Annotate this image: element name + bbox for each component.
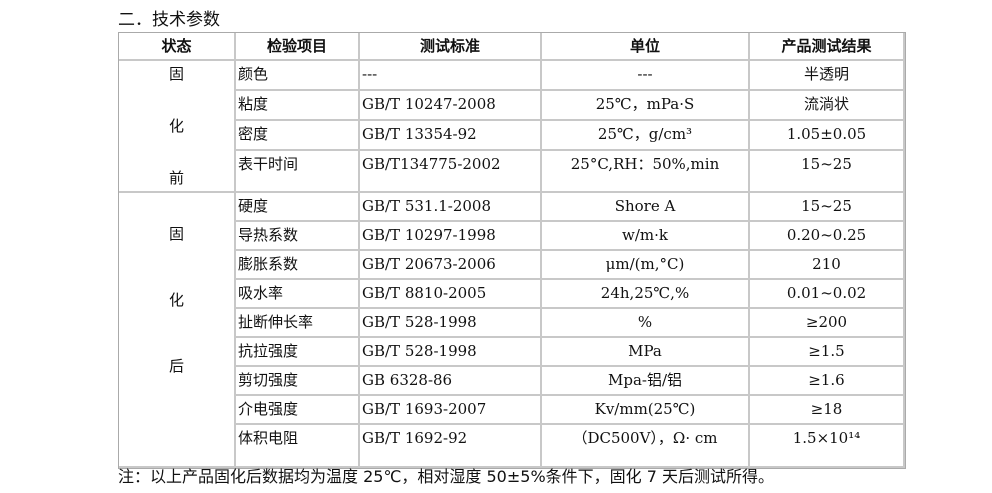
table-row: 表干时间 GB/T134775-2002 25°C,RH：50%,min 15~25 <box>119 150 905 193</box>
item-cell: 颜色 <box>236 61 360 91</box>
standard-cell: GB/T 13354-92 <box>360 120 542 151</box>
standard-cell: --- <box>360 61 542 91</box>
tech-params-table: 状态 检验项目 测试标准 单位 产品测试结果 固化前颜色 --- --- 半透明 粘度 G… <box>118 32 906 469</box>
unit-cell: % <box>542 309 750 338</box>
state-char: 后 <box>168 357 184 375</box>
unit-cell: w/m·k <box>542 222 750 251</box>
item-cell: 抗拉强度 <box>236 338 360 367</box>
unit-cell: 25℃，mPa·S <box>542 90 750 121</box>
table-row: 吸水率 GB/T 8810-2005 24h,25℃,% 0.01~0.02 <box>119 280 905 309</box>
standard-cell: GB/T 1692-92 <box>360 425 542 468</box>
result-cell: ≥200 <box>750 309 905 338</box>
result-cell: ≥1.6 <box>750 367 905 396</box>
state-char: 前 <box>168 169 184 187</box>
unit-cell: MPa <box>542 338 750 367</box>
table-row: 密度 GB/T 13354-92 25℃，g/cm³ 1.05±0.05 <box>119 120 905 151</box>
unit-cell: 24h,25℃,% <box>542 280 750 309</box>
state-char: 化 <box>168 291 184 309</box>
result-cell: 15~25 <box>750 193 905 222</box>
result-cell: 1.05±0.05 <box>750 120 905 151</box>
header-standard: 测试标准 <box>360 33 542 61</box>
result-cell: ≥1.5 <box>750 338 905 367</box>
table-row: 膨胀系数 GB/T 20673-2006 μm/(m,°C) 210 <box>119 251 905 280</box>
item-cell: 硬度 <box>236 193 360 222</box>
result-cell: ≥18 <box>750 396 905 425</box>
item-cell: 体积电阻 <box>236 425 360 468</box>
table-row: 固化后硬度 GB/T 531.1-2008 Shore A 15~25 <box>119 193 905 468</box>
result-cell: 0.01~0.02 <box>750 280 905 309</box>
unit-cell: 25°C,RH：50%,min <box>542 150 750 193</box>
standard-cell: GB/T 20673-2006 <box>360 251 542 280</box>
state-cell: 固化后 <box>119 193 236 468</box>
table-header: 状态 检验项目 测试标准 单位 产品测试结果 <box>119 33 905 61</box>
item-cell: 导热系数 <box>236 222 360 251</box>
standard-cell: GB/T 1693-2007 <box>360 396 542 425</box>
standard-cell: GB/T 10247-2008 <box>360 90 542 121</box>
unit-cell: --- <box>542 61 750 91</box>
standard-cell: GB/T 528-1998 <box>360 338 542 367</box>
result-cell: 15~25 <box>750 150 905 193</box>
standard-cell: GB 6328-86 <box>360 367 542 396</box>
item-cell: 膨胀系数 <box>236 251 360 280</box>
item-cell: 吸水率 <box>236 280 360 309</box>
table-row: 介电强度 GB/T 1693-2007 Kv/mm(25℃) ≥18 <box>119 396 905 425</box>
table-row: 扯断伸长率 GB/T 528-1998% ≥200 <box>119 309 905 338</box>
unit-cell: Shore A <box>542 193 750 222</box>
item-cell: 介电强度 <box>236 396 360 425</box>
table-row: 粘度 GB/T 10247-2008 25℃，mPa·S 流淌状 <box>119 90 905 121</box>
table-row: 剪切强度 GB 6328-86 Mpa-铝/铝 ≥1.6 <box>119 367 905 396</box>
item-cell: 密度 <box>236 120 360 151</box>
header-result: 产品测试结果 <box>750 33 905 61</box>
state-char: 固 <box>168 65 184 83</box>
state-char: 固 <box>168 225 184 243</box>
header-item: 检验项目 <box>236 33 360 61</box>
standard-cell: GB/T 8810-2005 <box>360 280 542 309</box>
item-cell: 剪切强度 <box>236 367 360 396</box>
unit-cell: μm/(m,°C) <box>542 251 750 280</box>
state-cell: 固化前 <box>119 61 236 193</box>
result-cell: 210 <box>750 251 905 280</box>
footnote: 注：以上产品固化后数据均为温度 25℃，相对湿度 50±5%条件下，固化 7 天… <box>118 467 775 486</box>
result-cell: 1.5×10¹⁴ <box>750 425 905 468</box>
section-title: 二．技术参数 <box>118 10 220 30</box>
item-cell: 粘度 <box>236 90 360 121</box>
header-unit: 单位 <box>542 33 750 61</box>
standard-cell: GB/T 528-1998 <box>360 309 542 338</box>
result-cell: 0.20~0.25 <box>750 222 905 251</box>
state-char: 化 <box>168 117 184 135</box>
result-cell: 半透明 <box>750 61 905 91</box>
table-row: 固化前颜色 --- --- 半透明 <box>119 61 905 193</box>
standard-cell: GB/T 531.1-2008 <box>360 193 542 222</box>
unit-cell: Kv/mm(25℃) <box>542 396 750 425</box>
item-cell: 表干时间 <box>236 150 360 193</box>
result-cell: 流淌状 <box>750 90 905 121</box>
table-row: 导热系数 GB/T 10297-1998 w/m·k 0.20~0.25 <box>119 222 905 251</box>
standard-cell: GB/T 10297-1998 <box>360 222 542 251</box>
item-cell: 扯断伸长率 <box>236 309 360 338</box>
header-state: 状态 <box>119 33 236 61</box>
unit-cell: （DC500V），Ω· cm <box>542 425 750 468</box>
table-row: 体积电阻 GB/T 1692-92 （DC500V），Ω· cm 1.5×10¹⁴ <box>119 425 905 468</box>
table-row: 抗拉强度 GB/T 528-1998 MPa ≥1.5 <box>119 338 905 367</box>
standard-cell: GB/T134775-2002 <box>360 150 542 193</box>
unit-cell: Mpa-铝/铝 <box>542 367 750 396</box>
unit-cell: 25℃，g/cm³ <box>542 120 750 151</box>
